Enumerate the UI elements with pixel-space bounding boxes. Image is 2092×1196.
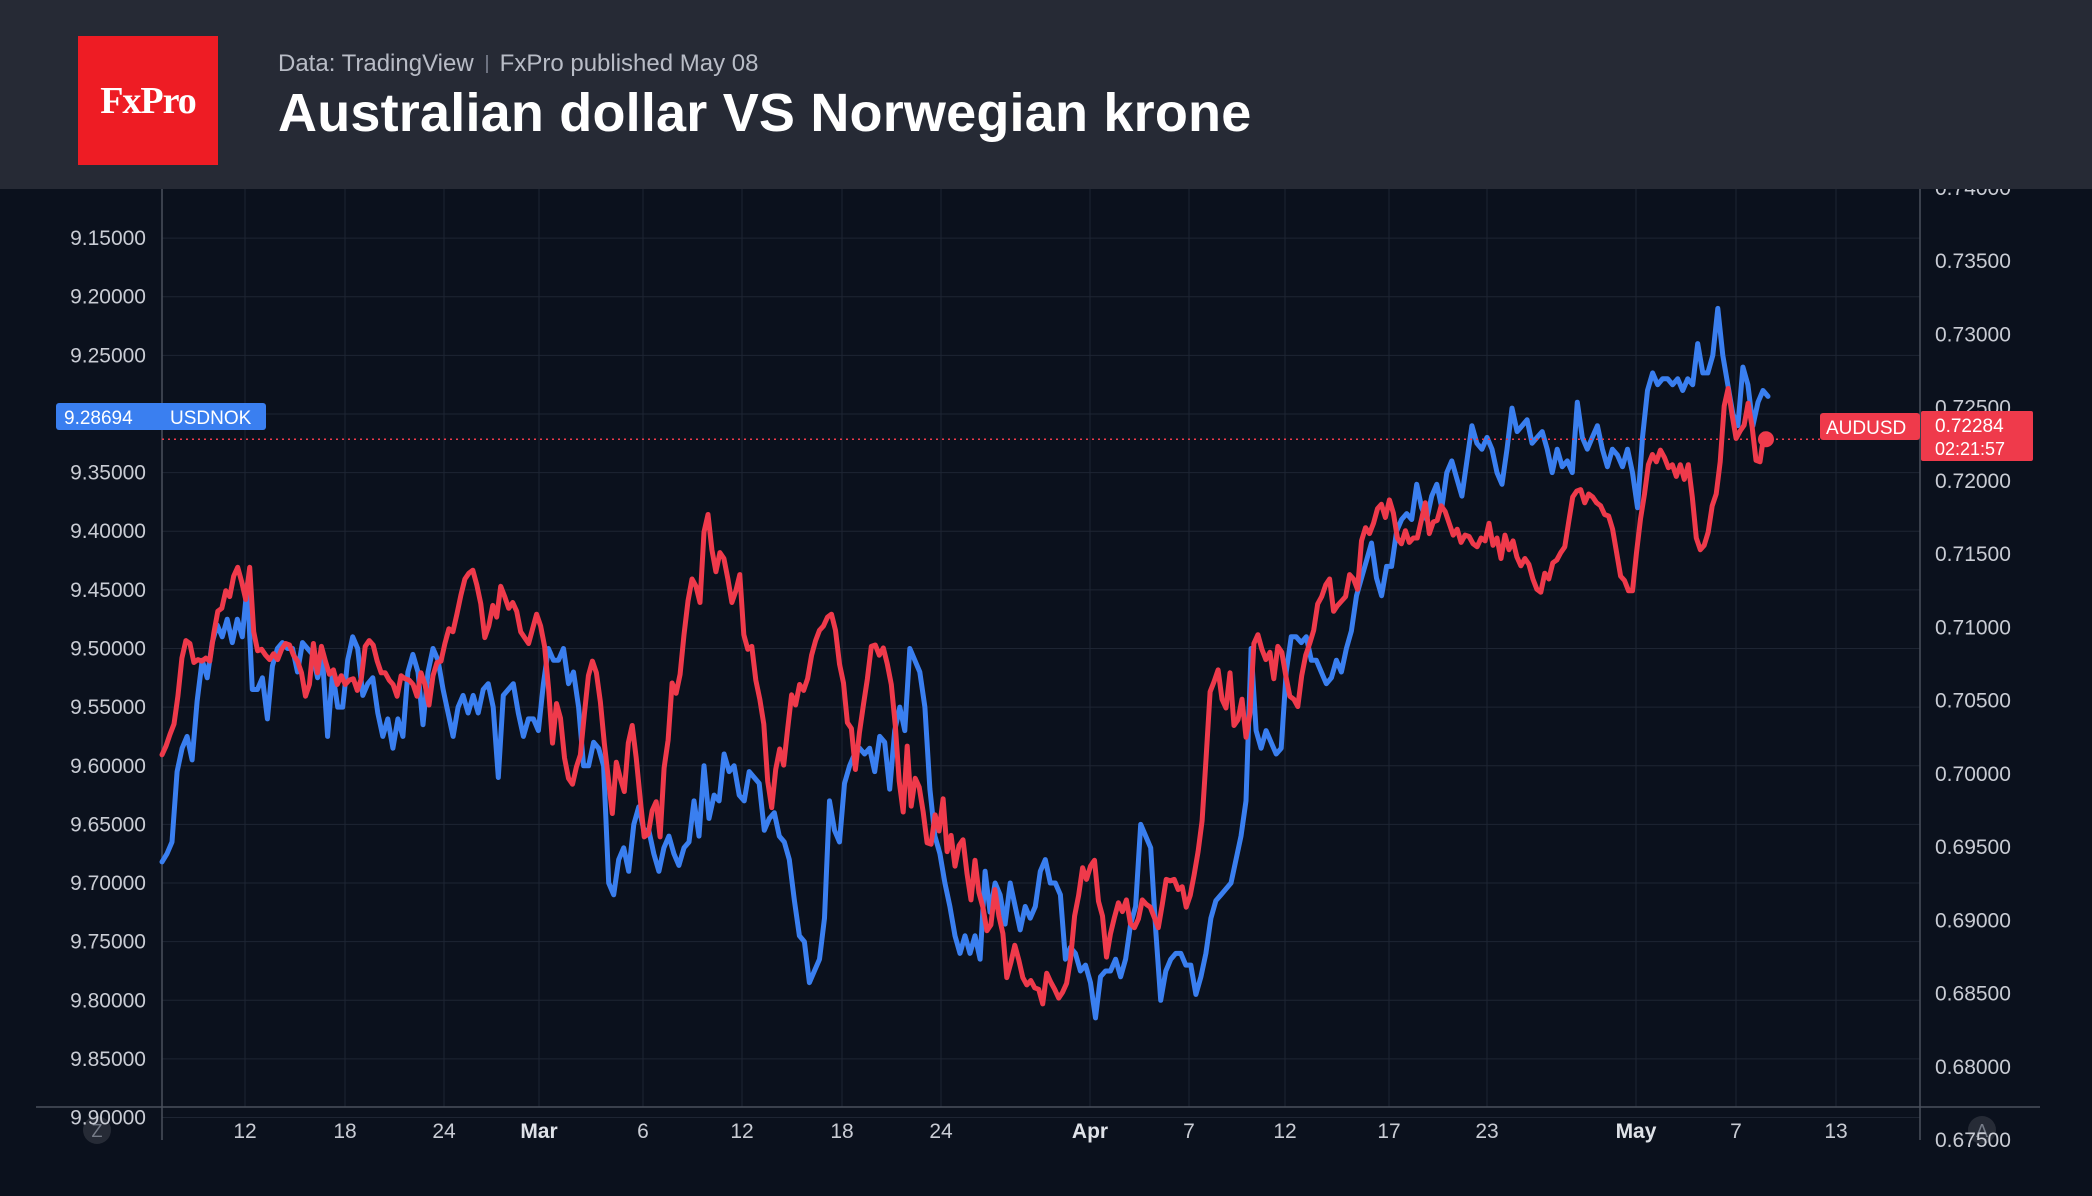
button-label: A [1976, 1121, 1988, 1141]
left-tick-label: 9.85000 [70, 1048, 146, 1071]
audusd-last-value: 0.72284 [1935, 416, 2004, 437]
usdnok-last-value: 9.28694 [64, 408, 133, 429]
x-tick-label: 24 [929, 1120, 953, 1143]
fxpro-logo: FxPro [78, 36, 218, 165]
x-tick-label: 18 [333, 1120, 356, 1143]
right-tick-label: 0.68000 [1935, 1056, 2011, 1079]
left-tick-label: 9.20000 [70, 286, 146, 309]
header-bar: FxPro Data: TradingView FxPro published M… [0, 0, 2092, 189]
x-tick-label: 17 [1377, 1120, 1400, 1143]
left-tick-label: 9.55000 [70, 696, 146, 719]
audusd-price-box [1921, 411, 2033, 461]
left-tick-label: 9.90000 [70, 1107, 146, 1130]
x-tick-label: Mar [520, 1120, 557, 1143]
right-tick-label: 0.68500 [1935, 983, 2011, 1006]
x-tick-label: 7 [1730, 1120, 1742, 1143]
left-tick-label: 9.25000 [70, 344, 146, 367]
x-tick-label: 12 [233, 1120, 256, 1143]
left-tick-label: 9.75000 [70, 931, 146, 954]
left-axis: 9.100009.150009.200009.250009.300009.350… [70, 189, 146, 1130]
audusd-countdown: 02:21:57 [1935, 439, 2005, 459]
x-tick-label: 23 [1475, 1120, 1498, 1143]
right-tick-label: 0.71500 [1935, 543, 2011, 566]
right-tick-label: 0.73500 [1935, 250, 2011, 273]
x-tick-label: 24 [432, 1120, 456, 1143]
left-tick-label: 9.45000 [70, 579, 146, 602]
source-line: Data: TradingView FxPro published May 08 [278, 50, 758, 78]
x-tick-label: 12 [1273, 1120, 1296, 1143]
button-circle [1968, 1116, 1996, 1144]
usdnok-label-box [56, 403, 266, 430]
left-tick-label: 9.60000 [70, 755, 146, 778]
separator [485, 55, 488, 73]
audusd-name-box [1820, 413, 1920, 440]
grid [162, 189, 1920, 1119]
publisher-text: FxPro published May 08 [499, 50, 759, 77]
left-tick-label: 9.70000 [70, 872, 146, 895]
x-tick-label: 12 [730, 1120, 753, 1143]
x-tick-label: Apr [1072, 1120, 1108, 1143]
series-lines [159, 305, 1771, 1021]
x-tick-label: May [1616, 1120, 1657, 1143]
right-tick-label: 0.70500 [1935, 690, 2011, 713]
audusd-last-dot [1758, 431, 1774, 448]
left-tick-label: 9.50000 [70, 638, 146, 661]
audusd-series-name: AUDUSD [1826, 418, 1906, 439]
x-tick-label: 6 [637, 1120, 649, 1143]
usdnok-line [159, 305, 1771, 1021]
right-tick-label: 0.71000 [1935, 616, 2011, 639]
right-tick-label: 0.72000 [1935, 470, 2011, 493]
x-tick-label: 13 [1824, 1120, 1847, 1143]
right-tick-label: 0.70000 [1935, 763, 2011, 786]
right-tick-label: 0.67500 [1935, 1129, 2011, 1152]
zoom-z-button[interactable]: Z [83, 1116, 111, 1144]
x-tick-label: 18 [830, 1120, 853, 1143]
right-tick-label: 0.69000 [1935, 909, 2011, 932]
x-tick-label: 7 [1183, 1120, 1195, 1143]
left-tick-label: 9.35000 [70, 462, 146, 485]
left-tick-label: 9.40000 [70, 520, 146, 543]
x-axis: 12 18 24 Mar 6 12 18 24 Apr 7 12 17 23 May 7 13 [233, 1120, 1847, 1143]
left-tick-label: 9.15000 [70, 227, 146, 250]
usdnok-series-name: USDNOK [170, 408, 252, 429]
right-axis: 0.740000.735000.730000.725000.720000.715… [1935, 189, 2011, 1152]
right-tick-label: 0.69500 [1935, 836, 2011, 859]
right-tick-label: 0.73000 [1935, 323, 2011, 346]
left-tick-label: 9.80000 [70, 989, 146, 1012]
source-text: Data: TradingView [278, 50, 474, 77]
right-tick-label: 0.74000 [1935, 189, 2011, 200]
chart-title: Australian dollar VS Norwegian krone [278, 83, 1252, 143]
button-circle [83, 1116, 111, 1144]
button-label: Z [92, 1121, 103, 1141]
chart-area[interactable]: ZA 9.100009.150009.200009.250009.300009.… [0, 189, 2092, 1196]
left-tick-label: 9.65000 [70, 813, 146, 836]
auto-a-button[interactable]: A [1968, 1116, 1996, 1144]
audusd-line [159, 386, 1771, 1007]
